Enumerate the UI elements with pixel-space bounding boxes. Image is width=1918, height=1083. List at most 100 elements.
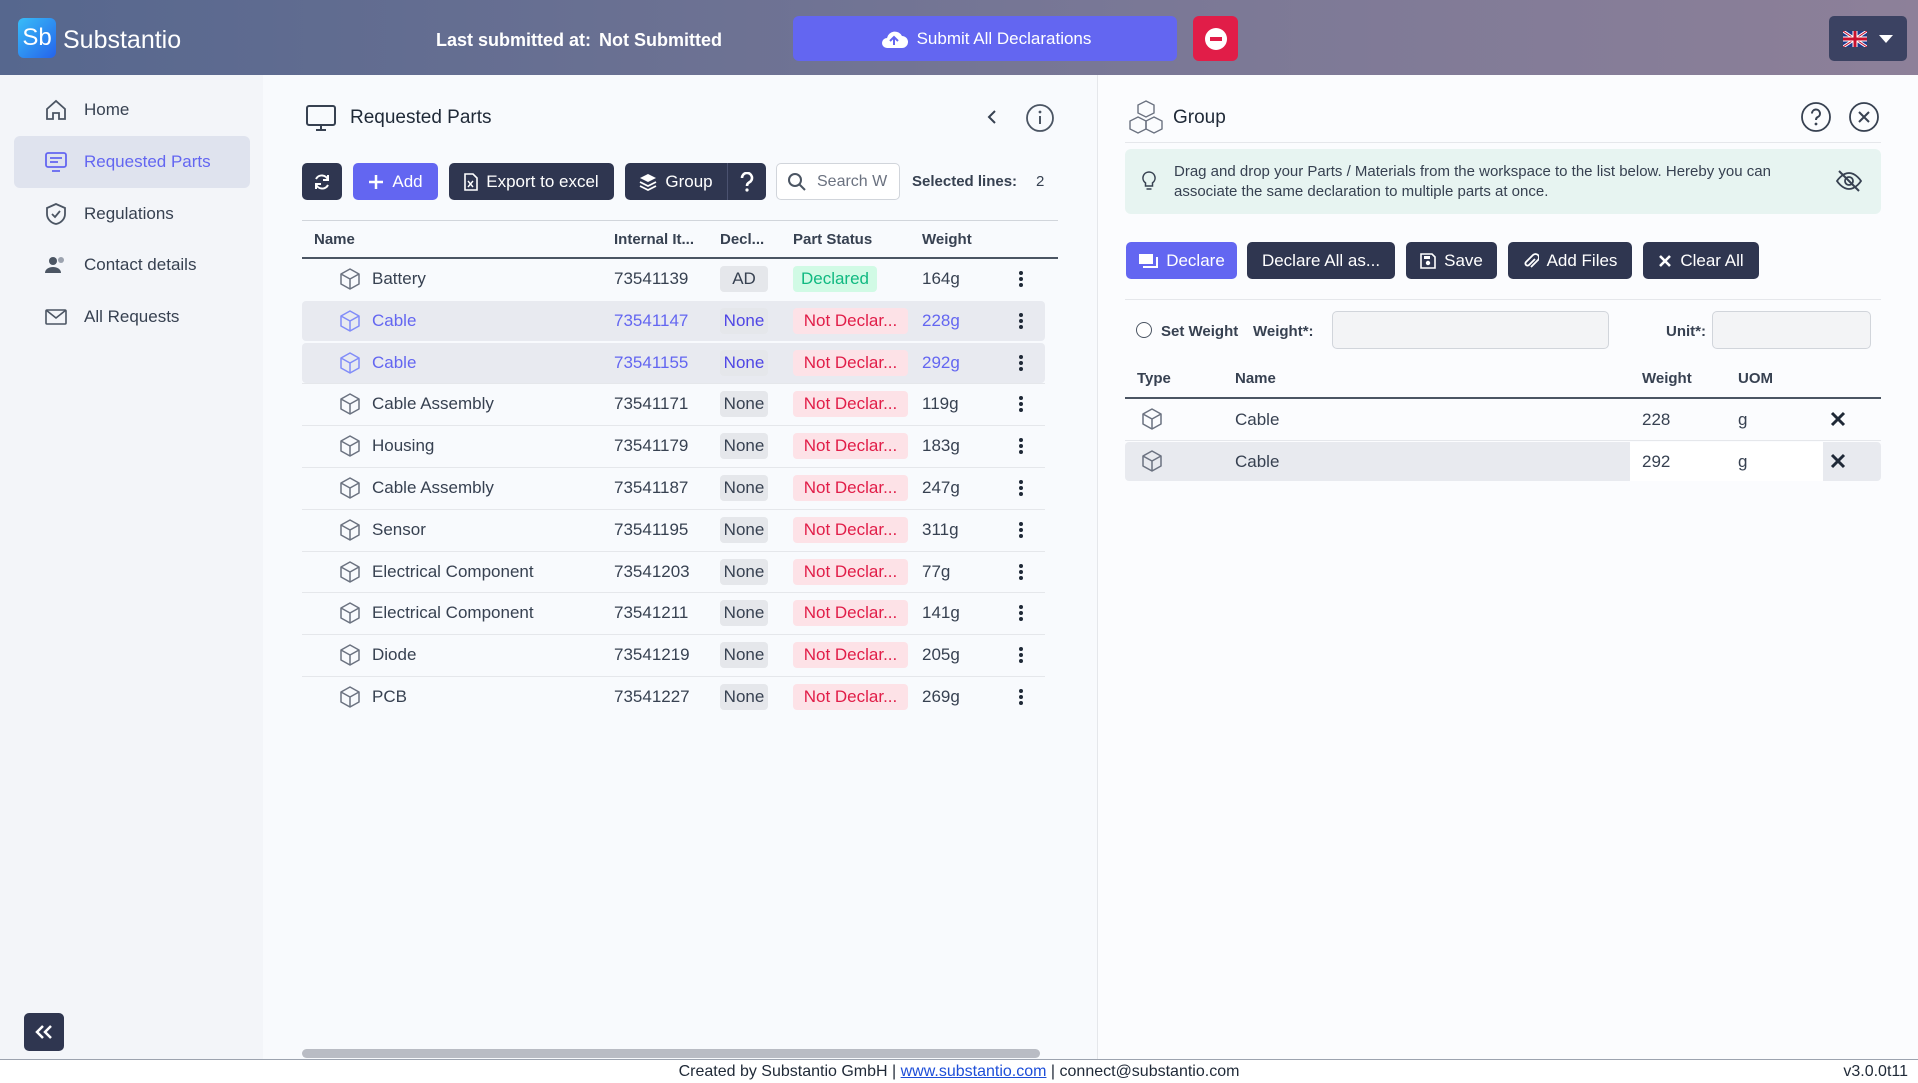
cancel-button[interactable]: [1193, 16, 1238, 61]
table-row[interactable]: [302, 342, 1045, 383]
column-header: Name: [1235, 370, 1276, 387]
part-name: Cable Assembly: [372, 478, 494, 497]
row-menu[interactable]: [1014, 353, 1028, 373]
email: | connect@substantio.com: [1050, 1062, 1240, 1080]
add-files-button[interactable]: Add Files: [1508, 242, 1632, 279]
file-icon: [464, 172, 479, 191]
row-menu[interactable]: [1014, 436, 1028, 456]
table-row[interactable]: [302, 300, 1045, 341]
part-name: Housing: [372, 436, 435, 456]
set-weight-radio[interactable]: [1136, 322, 1152, 338]
weight-input[interactable]: [1332, 311, 1609, 349]
nav-item[interactable]: Requested Parts: [14, 136, 250, 188]
nav-item[interactable]: Home: [14, 84, 250, 136]
row-menu[interactable]: [1014, 687, 1028, 707]
row-menu[interactable]: [1014, 478, 1028, 498]
row-menu[interactable]: [1014, 645, 1028, 665]
divider: [1125, 299, 1881, 300]
status-badge: Not Declar...: [793, 475, 908, 501]
search-icon: [788, 172, 806, 191]
status-badge: Not Declar...: [793, 642, 908, 669]
group-part-weight: 292: [1642, 451, 1671, 471]
table-header-border: [302, 257, 1058, 259]
internal-id: 73541155: [614, 352, 689, 372]
logo[interactable]: Sb: [18, 18, 56, 58]
language-button[interactable]: [1829, 16, 1907, 61]
column-header: Part Status: [793, 231, 873, 248]
status-badge: Not Declar...: [793, 433, 908, 460]
row-menu[interactable]: [1014, 269, 1028, 289]
footer: Created by Substantio GmbH | www.substan…: [0, 1059, 1918, 1083]
save-icon: [1420, 252, 1436, 269]
part-name: Sensor: [372, 519, 426, 539]
submit-button[interactable]: Submit All Declarations: [793, 16, 1177, 61]
sidebar: Home Requested Parts Regulations Contact de…: [0, 75, 263, 1059]
collapse-button[interactable]: [24, 1013, 64, 1051]
monitor-icon: [306, 105, 336, 131]
internal-id: 73541139: [614, 269, 689, 288]
help-button[interactable]: [727, 163, 766, 200]
nav-item[interactable]: Contact details: [14, 239, 250, 291]
table-top-border: [302, 220, 1058, 221]
search-input[interactable]: Search W: [776, 163, 900, 200]
hide-icon[interactable]: [1835, 169, 1863, 193]
cloud-icon: [881, 31, 908, 48]
version: v3.0.0t11: [1843, 1062, 1908, 1080]
remove-icon[interactable]: [1830, 453, 1846, 469]
weight-label: Weight*:: [1253, 322, 1314, 340]
chevron-left[interactable]: [984, 108, 1000, 126]
nav-item[interactable]: All Requests: [14, 291, 250, 343]
add-files-label: Add Files: [1546, 250, 1618, 270]
internal-id: 73541211: [614, 603, 689, 623]
clear-all-button[interactable]: Clear All: [1643, 242, 1759, 279]
export-button[interactable]: Export to excel: [449, 163, 614, 200]
row-menu[interactable]: [1014, 394, 1028, 414]
brand[interactable]: Substantio: [63, 25, 182, 54]
declaration-badge: None: [720, 642, 768, 669]
part-icon: [340, 477, 360, 499]
declare-all-label: Declare All as...: [1261, 250, 1381, 270]
nav-icon: [46, 99, 66, 120]
website-link[interactable]: www.substantio.com: [900, 1062, 1047, 1080]
nav-label: Home: [84, 100, 130, 119]
declare-button[interactable]: Declare: [1126, 242, 1237, 279]
weight: 247g: [922, 478, 960, 497]
add-button[interactable]: Add: [353, 163, 438, 200]
row-menu[interactable]: [1014, 603, 1028, 623]
help-icon[interactable]: [1800, 101, 1832, 133]
label: Last submitted at:: [436, 29, 592, 50]
group-label: Group: [665, 171, 713, 191]
declaration-badge: AD: [720, 266, 768, 292]
row-menu[interactable]: [1014, 562, 1028, 582]
declaration-badge: None: [720, 433, 768, 460]
unit-input[interactable]: [1712, 311, 1871, 349]
info-icon[interactable]: [1025, 103, 1055, 133]
nav-item[interactable]: Regulations: [14, 188, 250, 240]
save-button[interactable]: Save: [1406, 242, 1497, 279]
part-icon: [340, 686, 360, 708]
column-header: UOM: [1738, 370, 1773, 387]
parts-panel: [263, 75, 1097, 1059]
question-icon: [740, 171, 754, 192]
weight: 228g: [922, 310, 960, 330]
close-icon[interactable]: [1848, 101, 1880, 133]
row-menu[interactable]: [1014, 311, 1028, 331]
column-header: Decl...: [720, 231, 765, 248]
table-header-border: [1125, 397, 1881, 399]
selected-lines-count: 2: [1036, 173, 1045, 190]
row-separator: [302, 467, 1045, 468]
scrollbar[interactable]: [302, 1049, 1040, 1058]
set-weight-label: Set Weight: [1161, 322, 1239, 340]
group-button[interactable]: Group: [625, 163, 727, 200]
row-menu[interactable]: [1014, 520, 1028, 540]
remove-icon[interactable]: [1830, 411, 1846, 427]
part-icon: [340, 435, 360, 457]
status-badge: Not Declar...: [793, 391, 908, 418]
nav-label: All Requests: [84, 307, 180, 326]
declaration-badge: None: [720, 349, 768, 376]
declare-all-button[interactable]: Declare All as...: [1247, 242, 1395, 279]
part-icon: [340, 393, 360, 416]
declaration-badge: None: [720, 684, 768, 710]
refresh-button[interactable]: [302, 163, 342, 200]
status-badge: Not Declar...: [793, 349, 908, 376]
